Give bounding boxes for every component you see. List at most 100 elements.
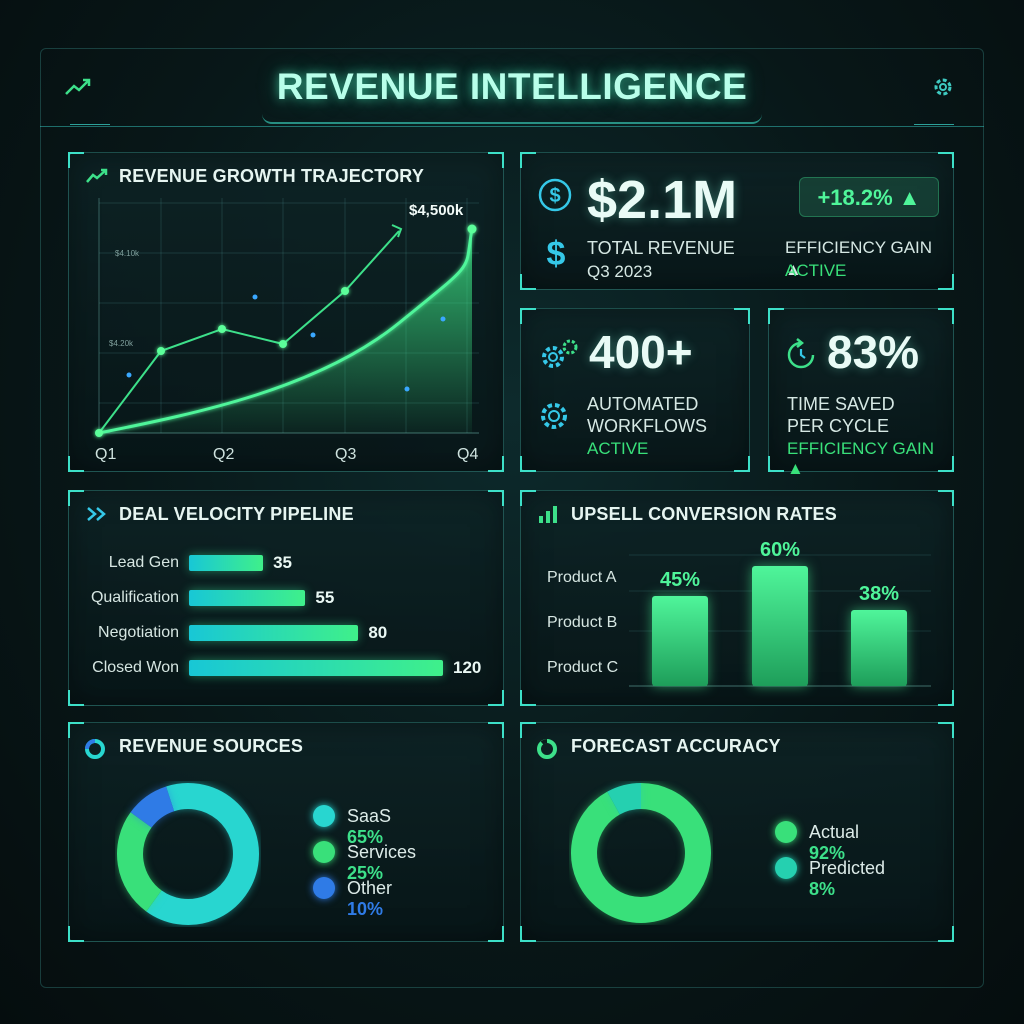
legend-swatch	[775, 857, 797, 879]
legend-label: Actual 92%	[809, 822, 859, 864]
x-tick-q4: Q4	[457, 446, 478, 463]
efficiency-status: ACTIVE	[785, 261, 847, 280]
pipeline-chart: Lead Gen 35 Qualification 55 Negotiation 80 Cl…	[69, 491, 505, 707]
gear-icon[interactable]	[930, 74, 956, 100]
ring-chart-icon	[537, 739, 557, 759]
trending-up-icon	[65, 78, 91, 95]
total-revenue-label: TOTAL REVENUE	[587, 238, 735, 258]
pipeline-bar	[189, 590, 306, 606]
x-tick-q3: Q3	[335, 446, 356, 463]
revenue-sources-donut	[117, 783, 259, 925]
forecast-line	[98, 230, 400, 434]
donut-slice	[607, 783, 642, 815]
dollar-coin-icon: $	[538, 178, 572, 212]
panel-title: DEAL VELOCITY PIPELINE	[119, 504, 354, 524]
legend-percent: 8%	[809, 879, 836, 899]
legend-label: Other 10%	[347, 878, 392, 920]
pipeline-bar-value: 35	[273, 553, 292, 572]
dashboard-frame	[40, 48, 984, 988]
growth-line-chart: $4.10k $4.20k $4,500k Q1 Q2 Q3 Q4	[95, 198, 479, 463]
pipeline-stage-label: Negotiation	[98, 624, 179, 641]
product-label: Product B	[547, 614, 617, 631]
svg-text:$: $	[549, 185, 560, 207]
pipeline-stage-label: Qualification	[90, 589, 179, 606]
workflows-status: ACTIVE	[587, 439, 649, 458]
legend-name: Actual	[809, 822, 860, 842]
pipeline-stage-label: Lead Gen	[108, 554, 179, 571]
efficiency-gain-label: EFFICIENCY GAIN ▲	[785, 238, 933, 279]
upsell-panel: UPSELL CONVERSION RATES Product A Product…	[520, 490, 954, 706]
legend-percent: 25%	[347, 863, 384, 883]
forecast-donut	[571, 783, 711, 923]
legend-label: Predicted 8%	[809, 858, 885, 900]
legend-name: Other	[347, 878, 393, 898]
legend-percent: 65%	[347, 827, 384, 847]
divider-accent	[914, 124, 954, 125]
upsell-bar-chart: Product A Product B Product C 45% 60% 38%	[547, 539, 931, 687]
time-saved-label-line1: TIME SAVED	[787, 394, 895, 414]
gears-icon	[542, 339, 578, 368]
time-saved-status: EFFICIENCY GAIN ▲	[787, 439, 935, 478]
x-tick-q2: Q2	[213, 446, 234, 463]
pipeline-bar	[189, 625, 359, 641]
x-tick-q1: Q1	[95, 446, 116, 463]
growth-curve	[98, 228, 474, 435]
revenue-growth-panel: REVENUE GROWTH TRAJECTORY	[68, 152, 504, 472]
upsell-bar-value: 60%	[760, 539, 800, 561]
data-points	[95, 224, 477, 437]
y-tick: $4.20k	[109, 339, 134, 348]
legend-name: SaaS	[347, 806, 392, 826]
page-title: REVENUE INTELLIGENCE	[276, 66, 748, 107]
time-saved-label-line2: PER CYCLE	[787, 416, 890, 436]
workflows-label-line2: WORKFLOWS	[587, 416, 707, 436]
product-label: Product A	[547, 569, 617, 586]
scatter-dots	[126, 294, 446, 392]
legend-name: Services	[347, 842, 417, 862]
peak-label: $4,500k	[409, 202, 464, 219]
pipeline-bar	[189, 555, 264, 571]
donut-slice	[146, 783, 259, 925]
growth-badge: +18.2% ▲	[799, 177, 939, 217]
pipeline-stage-label: Closed Won	[92, 659, 179, 676]
panel-title: UPSELL CONVERSION RATES	[571, 504, 837, 524]
dollar-icon: $	[547, 235, 566, 273]
revenue-sources-panel: REVENUE SOURCES SaaS 65% Services 25% Othe…	[68, 722, 504, 942]
forecast-panel: FORECAST ACCURACY Actual 92% Predicted 8%	[520, 722, 954, 942]
donut-slice	[117, 812, 163, 912]
legend-swatch	[313, 805, 335, 827]
pipeline-bar-value: 80	[368, 623, 388, 642]
legend-name: Predicted	[809, 858, 886, 878]
forecast-arrow	[391, 224, 403, 238]
pipeline-bar	[189, 660, 443, 676]
legend-swatch	[775, 821, 797, 843]
upsell-bar	[752, 566, 808, 686]
pipeline-panel: DEAL VELOCITY PIPELINE Lead Gen 35 Qualifi…	[68, 490, 504, 706]
panel-title: FORECAST ACCURACY	[571, 736, 781, 756]
panel-title: REVENUE GROWTH TRAJECTORY	[119, 166, 425, 186]
svg-text:$: $	[547, 235, 566, 273]
pipeline-bar-value: 120	[453, 658, 482, 677]
donut-slice	[571, 783, 711, 923]
time-saved-panel: 83% TIME SAVED PER CYCLE EFFICIENCY GAIN…	[768, 308, 954, 478]
panel-title: REVENUE SOURCES	[119, 736, 304, 756]
donut-slice	[130, 786, 175, 829]
legend-percent: 92%	[809, 843, 846, 863]
upsell-bar-value: 45%	[660, 569, 700, 591]
divider-accent	[70, 124, 110, 125]
clock-refresh-icon	[787, 338, 815, 369]
total-revenue-panel: $ $ $2.1M TOTAL REVENUE Q3 2023 +18.2% ▲…	[520, 152, 954, 290]
growth-area	[99, 229, 472, 433]
upsell-bar	[652, 596, 708, 686]
header-divider	[40, 126, 984, 127]
workflows-panel: 400+ AUTOMATED WORKFLOWS ACTIVE	[520, 308, 750, 472]
y-tick: $4.10k	[115, 249, 140, 258]
time-saved-value: 83%	[827, 326, 920, 378]
trending-up-icon	[86, 168, 108, 183]
total-revenue-period: Q3 2023	[587, 262, 653, 281]
pipeline-bar-value: 55	[315, 588, 335, 607]
legend-swatch	[313, 841, 335, 863]
legend-swatch	[313, 877, 335, 899]
upsell-bar-value: 38%	[859, 583, 899, 605]
title-frame	[262, 54, 762, 124]
total-revenue-value: $2.1M	[587, 170, 738, 230]
